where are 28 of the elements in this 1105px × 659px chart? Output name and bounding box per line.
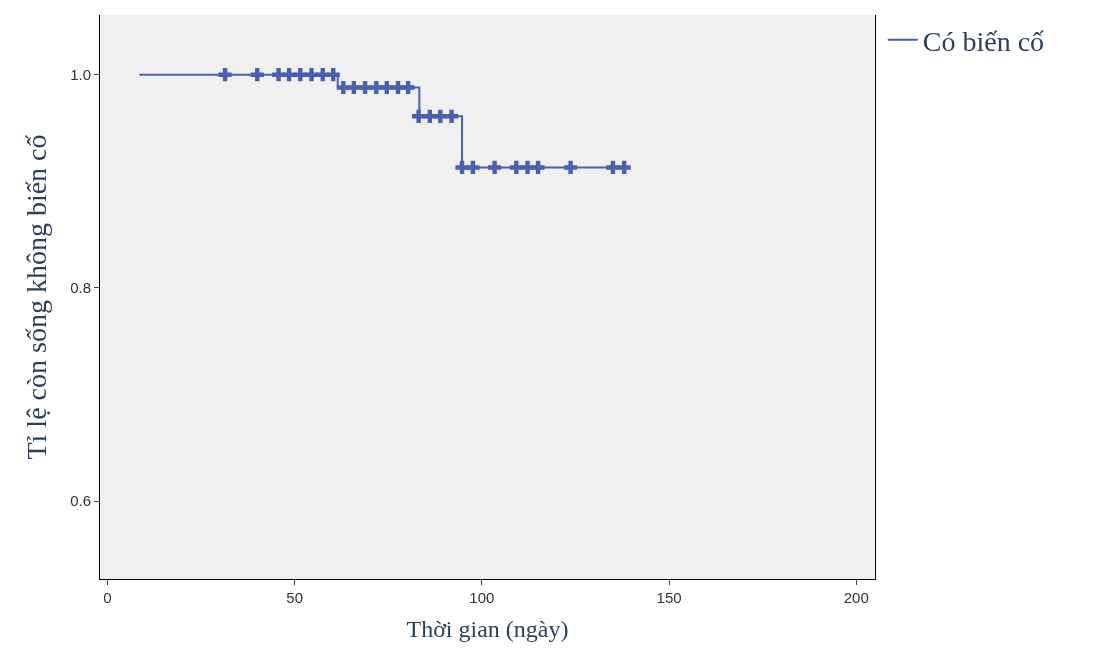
point [466,160,480,175]
point [218,68,232,82]
legend-label: Có biến cố [922,25,1045,57]
x-tick-label: 0 [103,589,112,606]
y-tick-label: 0.8 [70,279,91,297]
point [606,160,620,175]
point [304,68,319,82]
x-tick-label: 150 [656,589,682,606]
point [412,109,426,123]
point [488,160,502,175]
y-tick-label: 1.0 [70,65,91,83]
point [358,80,372,95]
y-axis-title: Tỉ lệ còn sống không biến cố [20,134,52,460]
point [326,68,340,82]
point [444,109,459,123]
point [401,80,415,95]
point [564,160,578,175]
x-tick-label: 200 [843,589,869,606]
point [531,160,545,175]
point [617,160,631,175]
point [293,68,307,82]
point [433,109,447,123]
x-axis-title: Thời gian (ngày) [406,616,569,643]
x-tick-label: 50 [286,589,304,606]
point [509,160,523,175]
x-tick-label: 100 [469,589,495,606]
y-tick-label: 0.6 [70,492,91,510]
point [250,68,264,82]
